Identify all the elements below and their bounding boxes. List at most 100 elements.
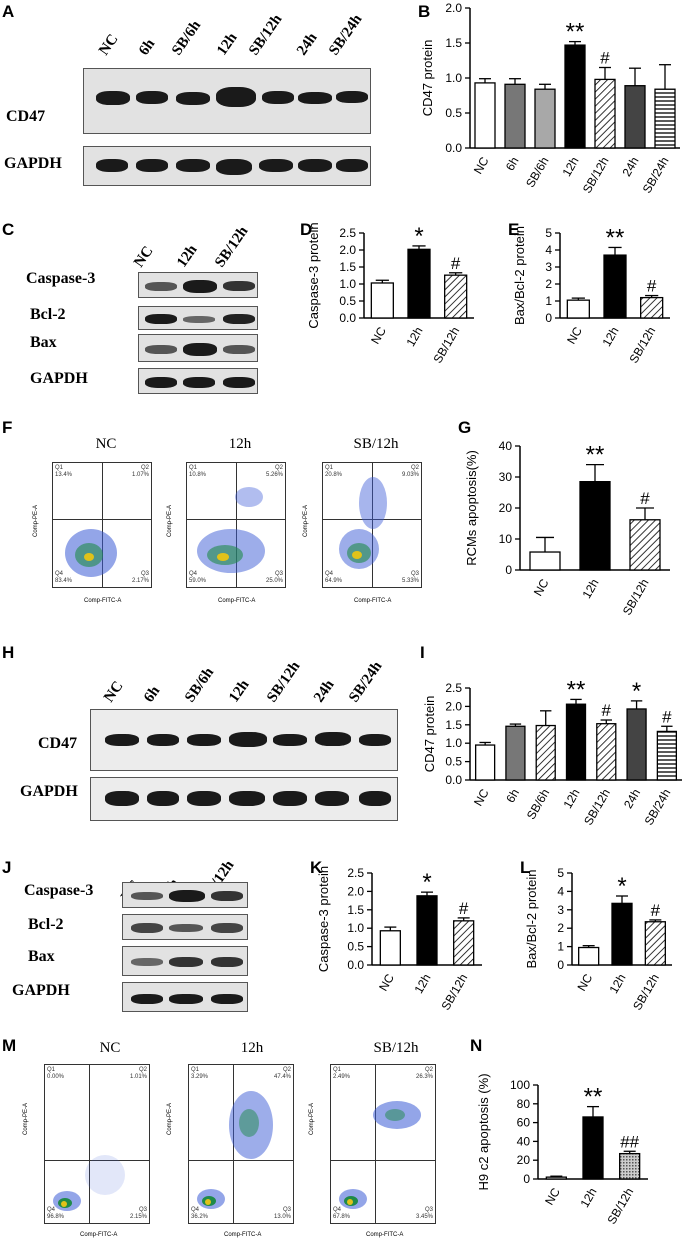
quadrant-value: 5.26%	[265, 472, 283, 478]
panel-letter-l: L	[520, 858, 531, 877]
bar	[640, 296, 664, 319]
flow-cytometry-f: NC Q1 13.4% Q2 1.07% Q4 83.4% Q3 2.17% C…	[0, 418, 440, 618]
y-tick-label: 2.0	[347, 884, 364, 898]
quadrant-label: Q2	[274, 465, 283, 471]
x-tick-label: SB/24h	[640, 155, 672, 196]
lane-label: SB/24h	[346, 658, 386, 706]
lane-label: NC	[131, 243, 157, 271]
panel-letter-b: B	[418, 2, 431, 21]
y-axis-label: H9 c2 apoptosis (%)	[476, 1073, 491, 1190]
flow-plot-title: 12h	[240, 1040, 264, 1056]
y-tick-label: 3	[557, 903, 564, 917]
panel-letter-d: D	[300, 220, 313, 239]
bar	[596, 723, 617, 781]
x-tick-label: SB/6h	[524, 787, 552, 822]
scatter-dots	[53, 1155, 125, 1211]
panel-letter-g: G	[458, 418, 472, 437]
significance-marker: *	[422, 869, 431, 896]
quadrant-value: 25.0%	[265, 578, 283, 584]
quadrant-value: 0.00%	[47, 1074, 65, 1080]
scatter-dots	[197, 1091, 273, 1209]
y-tick-label: 0.0	[445, 141, 462, 155]
y-tick-label: 2.5	[347, 866, 364, 880]
flow-scatter-area: Q1 20.8% Q2 9.03% Q4 64.9% Q3 5.33%	[322, 462, 422, 588]
quadrant-label: Q1	[47, 1067, 56, 1073]
lane-label: SB/6h	[182, 664, 218, 706]
bar	[535, 724, 556, 781]
y-tick-label: 1.0	[347, 921, 364, 935]
lane-label: 24h	[294, 30, 321, 59]
x-tick-label: SB/12h	[620, 577, 652, 618]
significance-marker: #	[600, 49, 610, 68]
y-tick-label: 1.5	[445, 36, 462, 50]
significance-marker: **	[606, 224, 625, 251]
x-tick-label: 12h	[599, 325, 621, 349]
quadrant-value: 5.33%	[401, 578, 419, 584]
blot-strip	[83, 146, 371, 186]
y-tick-label: 1.0	[339, 277, 356, 291]
y-axis-label: Comp-PE-A	[167, 504, 174, 538]
significance-marker: *	[414, 223, 423, 250]
quadrant-label: Q1	[191, 1067, 200, 1073]
x-tick-label: 12h	[559, 155, 581, 179]
bar-chart-g: 0 10 20 30 40 RCMs apoptosis(%) NC ** 12h # SB/12h	[464, 439, 670, 618]
blot-strip	[83, 68, 371, 134]
bar	[594, 78, 616, 149]
x-tick-label: SB/24h	[642, 787, 674, 828]
y-tick-label: 0.5	[445, 106, 462, 120]
y-tick-label: 30	[499, 470, 513, 484]
panel-letter-h: H	[2, 643, 15, 662]
bar	[566, 299, 590, 319]
x-tick-label: SB/12h	[580, 155, 612, 196]
flow-plot: SB/12h Q1 20.8% Q2 9.03% Q4 64.9% Q3 5.3…	[296, 418, 424, 608]
lane-label: 6h	[141, 683, 164, 706]
significance-marker: #	[459, 899, 469, 918]
x-tick-label: 6h	[503, 787, 522, 806]
x-axis-label: Comp-FITC-A	[84, 598, 122, 604]
bar	[603, 254, 627, 319]
lane-label: NC	[96, 31, 122, 59]
quadrant-label: Q3	[424, 1207, 433, 1213]
y-tick-label: 0.0	[339, 311, 356, 325]
bar	[474, 82, 496, 149]
quadrant-value: 13.4%	[55, 472, 73, 478]
y-tick-label: 40	[517, 1134, 531, 1148]
x-tick-label: 12h	[606, 972, 628, 996]
flow-scatter-area: Q1 2.49% Q2 26.3% Q4 67.8% Q3 3.45%	[330, 1064, 436, 1224]
quadrant-value: 59.0%	[189, 578, 207, 584]
blot-strip	[122, 982, 248, 1012]
western-blot-h: NC 6h SB/6h 12h SB/12h 24h SB/24h CD47 G…	[0, 643, 410, 843]
y-axis-label: CD47 protein	[420, 40, 435, 117]
y-axis-label: Caspase-3 protein	[306, 222, 321, 328]
row-label: Bax	[28, 948, 55, 965]
scatter-dots	[339, 1101, 421, 1209]
bar	[370, 282, 394, 319]
quadrant-label: Q2	[282, 1067, 291, 1073]
bar	[619, 1152, 641, 1180]
quadrant-value: 2.17%	[131, 578, 149, 584]
y-tick-label: 1.5	[445, 718, 462, 732]
y-tick-label: 1.5	[339, 260, 356, 274]
y-axis-label: Caspase-3 protein	[316, 866, 331, 972]
panel-letter-f: F	[2, 418, 13, 437]
quadrant-value: 26.3%	[415, 1074, 433, 1080]
row-label: Bcl-2	[28, 916, 64, 933]
quadrant-value: 64.9%	[325, 578, 343, 584]
y-tick-label: 0.5	[347, 940, 364, 954]
y-tick-label: 2.5	[445, 681, 462, 695]
bar	[504, 83, 526, 149]
quadrant-label: Q4	[47, 1207, 56, 1213]
bar-chart-n: 0 20 40 60 80 100 H9 c2 apoptosis (%) NC ** 12h ##…	[476, 1073, 648, 1227]
blot-strip	[138, 272, 258, 298]
significance-marker: ##	[620, 1132, 639, 1151]
quadrant-label: Q1	[333, 1067, 342, 1073]
bar-chart-l: 0 1 2 3 4 5 Bax/Bcl-2 protein NC * 12h # SB/12h	[524, 866, 672, 1013]
flow-plot-title: SB/12h	[353, 436, 399, 452]
significance-marker: *	[632, 678, 641, 705]
quadrant-value: 9.03%	[401, 472, 419, 478]
row-label: CD47	[6, 108, 46, 125]
x-axis-label: Comp-FITC-A	[354, 598, 392, 604]
quadrant-value: 96.8%	[47, 1214, 65, 1220]
row-label: CD47	[38, 735, 78, 752]
y-axis-label: Comp-PE-A	[303, 504, 310, 538]
